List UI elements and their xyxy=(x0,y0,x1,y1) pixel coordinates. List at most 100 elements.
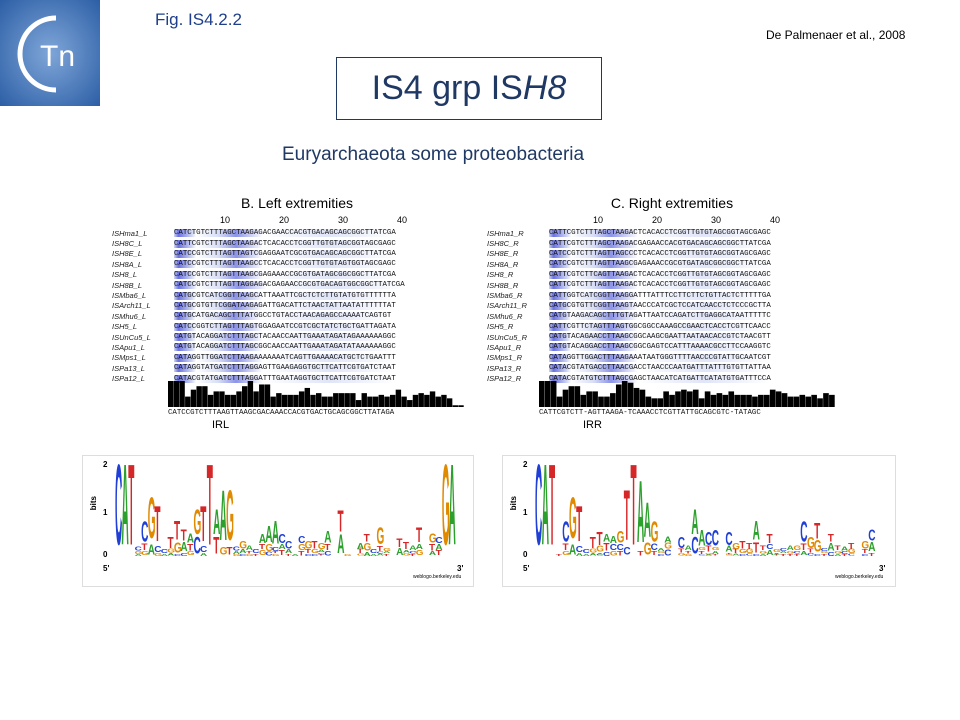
logo-letter: T xyxy=(154,500,161,556)
logo-letter: G xyxy=(684,553,693,557)
sequence-name: ISMps1_L xyxy=(112,353,146,363)
logo-letter: T xyxy=(712,554,719,557)
sequence: CATACGTATGTCTTTAGCGAGCTAACATCATGATTCATAT… xyxy=(549,374,771,383)
conservation-bar xyxy=(574,386,581,407)
sequence: CATAGGTTGGATCTTAAGAAAAAAATCAGTTGAAAACATG… xyxy=(174,353,396,362)
logo-letter: C xyxy=(664,548,672,558)
logo-letter: T xyxy=(759,544,766,552)
subtitle: Euryarchaeota some proteobacteria xyxy=(282,144,585,165)
conservation-bar xyxy=(799,394,806,407)
logo-letter: T xyxy=(396,537,403,551)
axis-1: 1 xyxy=(103,508,108,517)
logo-letter: G xyxy=(807,535,815,553)
logo-letter: A xyxy=(435,542,443,553)
sequence: CATACGTATGATCTTTAGGATTTGAATAGGTGCTTCATTC… xyxy=(174,374,396,383)
logo-letter: T xyxy=(589,535,596,553)
logo-letter: A xyxy=(732,553,740,557)
sequence-name: ISH8C_R xyxy=(487,239,519,249)
logo-letter: C xyxy=(841,550,849,555)
conservation-bar xyxy=(633,387,640,407)
logo-letter: C xyxy=(813,553,822,557)
sequence-name: ISUnCu5_L xyxy=(112,332,151,342)
logo-letter: C xyxy=(317,552,325,555)
tick-40: 40 xyxy=(770,215,781,225)
logo-letter: A xyxy=(643,497,652,552)
sequence-name: ISH8A_L xyxy=(112,259,143,269)
sequence-name: ISH8E_L xyxy=(112,249,143,259)
logo-letter: T xyxy=(841,553,848,557)
sequence-name: ISApu1_L xyxy=(112,342,145,352)
sequence: CATAGGTTGGACTTTAAGAAATAATGGGTTTTAACCCGTA… xyxy=(549,353,771,362)
consensus-sequence: CATCCGTCTTTAAGTTAAGCGACAAACCACGTGACTGCAG… xyxy=(168,409,395,417)
logo-letter: G xyxy=(186,550,195,558)
conservation-bar xyxy=(787,396,794,407)
logo-letter: C xyxy=(868,528,876,546)
logo-letter: G xyxy=(265,542,274,554)
logo-letter: G xyxy=(786,550,795,555)
figure-label: Fig. IS4.2.2 xyxy=(155,10,242,29)
logo-letter: T xyxy=(705,545,712,555)
conservation-bar xyxy=(781,393,788,407)
logo-letter: G xyxy=(847,548,856,556)
conservation-bar xyxy=(639,389,646,407)
conservation-bar xyxy=(367,396,373,407)
logo-letter: G xyxy=(317,542,326,552)
logo-letter: T xyxy=(357,548,364,556)
logo-letter: A xyxy=(448,452,456,579)
logo-letter: C xyxy=(278,533,286,547)
logo-letter: G xyxy=(677,552,686,557)
logo-letter: G xyxy=(343,553,352,557)
logo-letter: G xyxy=(732,541,740,551)
logo-letter: C xyxy=(752,553,760,557)
logo-letter: A xyxy=(271,517,280,554)
logo-letter: C xyxy=(409,550,417,555)
alignment-row: ISPa13_L CATAGGTATGATCTTTAGGAGTTGAAGAGGTG… xyxy=(112,363,482,373)
logo-letter: T xyxy=(698,550,705,556)
logo-letter: C xyxy=(265,551,273,558)
logo-letter: G xyxy=(643,539,652,560)
logo-letter: A xyxy=(609,535,618,547)
conservation-bar xyxy=(185,396,191,407)
conservation-bar xyxy=(446,398,453,407)
sequence-name: ISHma1_R xyxy=(487,228,524,238)
logo-letter: G xyxy=(147,491,156,556)
alignment-row: ISApu1_L CATGTACAGGATCTTTAGCGGCAACCAATTGA… xyxy=(112,342,482,352)
conservation-bar xyxy=(310,394,316,407)
logo-letter: G xyxy=(232,553,241,557)
sequence-name: ISH8B_L xyxy=(112,280,143,290)
conservation-bar xyxy=(253,391,259,407)
conservation-bar xyxy=(692,389,699,407)
logo-letter: A xyxy=(258,533,267,547)
logo-letter: C xyxy=(232,546,240,552)
logo-letter: G xyxy=(759,550,768,555)
logo-letter: G xyxy=(415,549,424,558)
logo-letter: A xyxy=(766,549,774,558)
three-prime: 3' xyxy=(457,564,464,573)
logo-letter: T xyxy=(376,545,383,554)
conservation-bar xyxy=(247,381,254,407)
logo-letter: C xyxy=(807,552,815,557)
sequence-name: ISH8E_R xyxy=(487,249,519,259)
logo-letter: T xyxy=(187,542,194,554)
logo-letter: C xyxy=(650,543,658,554)
ir-label: IRR xyxy=(583,419,602,431)
conservation-bar xyxy=(401,396,407,407)
logo-letter: G xyxy=(258,549,267,558)
logo-letter: G xyxy=(569,491,577,556)
conservation-bar xyxy=(663,391,669,407)
logo-letter: A xyxy=(428,550,437,558)
sequence-name: ISH5_R xyxy=(487,322,514,332)
logo-letter: G xyxy=(834,550,842,555)
tick-20: 20 xyxy=(652,215,663,225)
sequence: CATGCGTGTTCGGTTAAGTAACCCATCGCTCCATCAACCT… xyxy=(549,301,771,310)
logo-letter: G xyxy=(616,529,625,548)
alignment-row: ISPa13_R CATACGTATGACCTTAACGACCTAACCCAATG… xyxy=(487,363,857,373)
reference-citation: De Palmenaer et al., 2008 xyxy=(766,28,906,42)
conservation-bar xyxy=(823,393,829,407)
conservation-bar xyxy=(242,386,248,407)
conservation-bar xyxy=(675,391,681,407)
sequence-name: ISPa12_R xyxy=(487,374,522,384)
conservation-bar xyxy=(236,391,242,407)
conservation-bar xyxy=(418,393,424,407)
logo-letter: T xyxy=(746,541,753,551)
